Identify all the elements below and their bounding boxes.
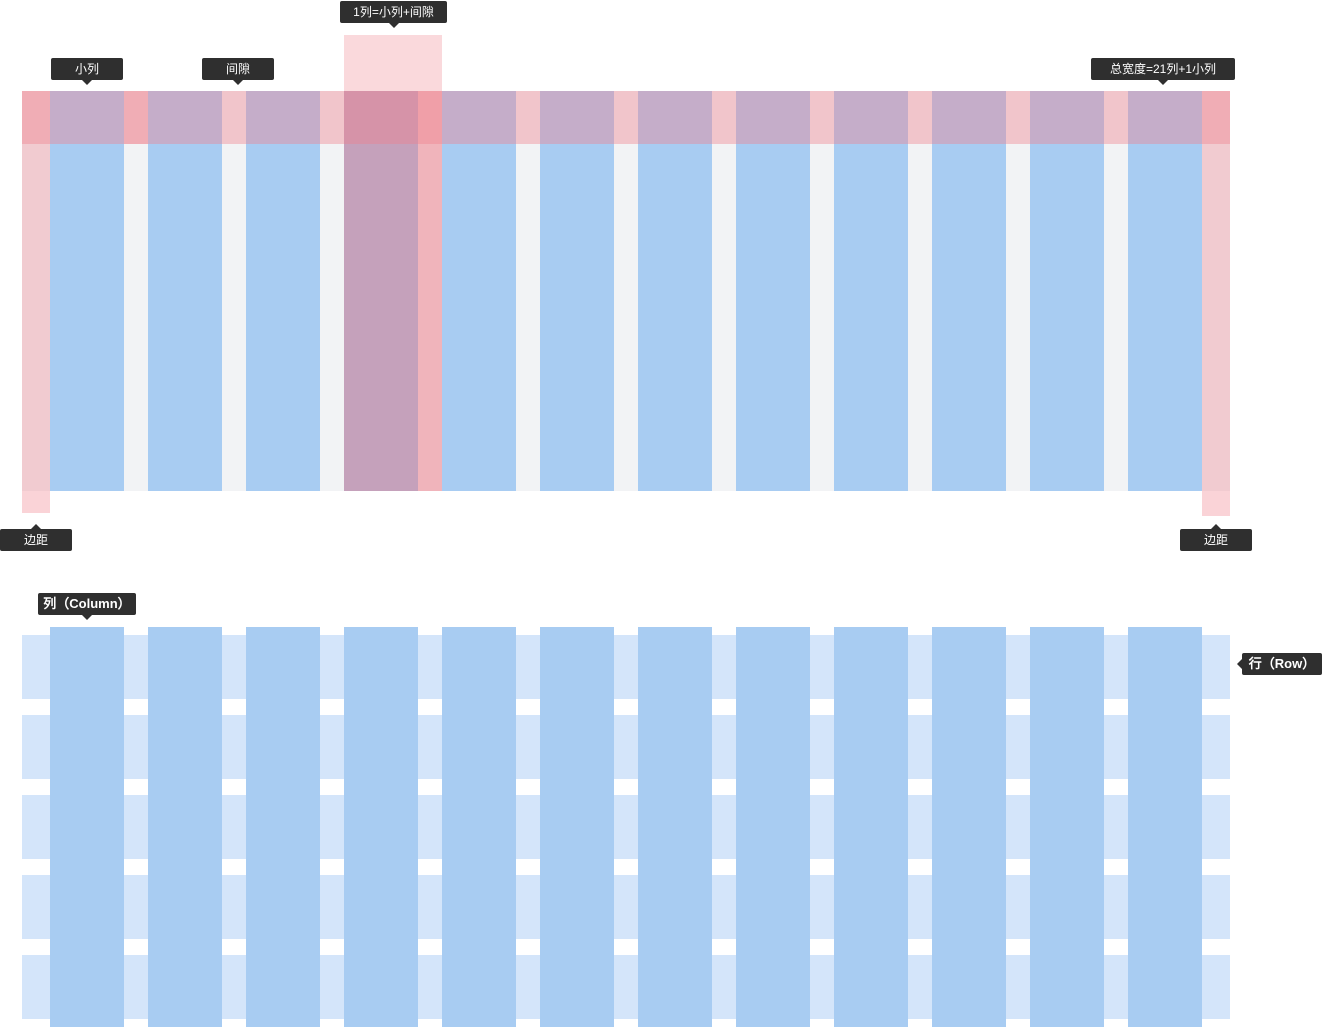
grid-column	[1128, 627, 1202, 1027]
grid-column	[540, 91, 614, 491]
gutter	[1104, 91, 1128, 491]
grid-column	[932, 627, 1006, 1027]
grid-column	[1128, 91, 1202, 491]
gutter	[320, 91, 344, 491]
grid-row	[22, 875, 1230, 939]
gutter	[124, 144, 148, 491]
gutter	[516, 91, 540, 491]
gutter	[908, 91, 932, 491]
gutter	[712, 91, 736, 491]
grid-column	[246, 91, 320, 491]
grid-column	[442, 91, 516, 491]
one-column-highlight	[344, 35, 442, 491]
gutter	[222, 91, 246, 491]
grid-column	[148, 91, 222, 491]
grid-column	[736, 91, 810, 491]
grid-column	[638, 91, 712, 491]
grid-column	[834, 627, 908, 1027]
grid-row	[22, 635, 1230, 699]
grid-column	[638, 627, 712, 1027]
right-margin	[1202, 91, 1230, 516]
grid-column	[344, 627, 418, 1027]
grid-column	[50, 627, 124, 1027]
grid-column	[148, 627, 222, 1027]
row-label: 行（Row）	[1237, 653, 1322, 675]
gutter	[614, 91, 638, 491]
grid-column	[442, 627, 516, 1027]
grid-column	[834, 91, 908, 491]
header-band	[22, 91, 1230, 144]
total-width-label: 总宽度=21列+1小列	[1091, 58, 1235, 85]
grid-column	[540, 627, 614, 1027]
column-label: 列（Column）	[38, 593, 136, 620]
grid-column	[1030, 627, 1104, 1027]
left-margin	[22, 91, 50, 513]
grid-row	[22, 795, 1230, 859]
one-column-label: 1列=小列+间隙	[340, 1, 447, 28]
gutter	[810, 91, 834, 491]
right-margin-label: 边距	[1180, 524, 1252, 551]
grid-column	[246, 627, 320, 1027]
gutter-highlighted	[418, 91, 442, 491]
grid-column	[932, 91, 1006, 491]
left-margin-label: 边距	[0, 524, 72, 551]
small-column-label: 小列	[51, 58, 123, 85]
grid-column	[736, 627, 810, 1027]
grid-column	[50, 91, 124, 491]
gutter	[1006, 91, 1030, 491]
grid-row	[22, 715, 1230, 779]
grid-column-highlighted	[344, 91, 418, 491]
grid-column	[1030, 91, 1104, 491]
grid-row	[22, 955, 1230, 1019]
gutter-label: 间隙	[202, 58, 274, 85]
